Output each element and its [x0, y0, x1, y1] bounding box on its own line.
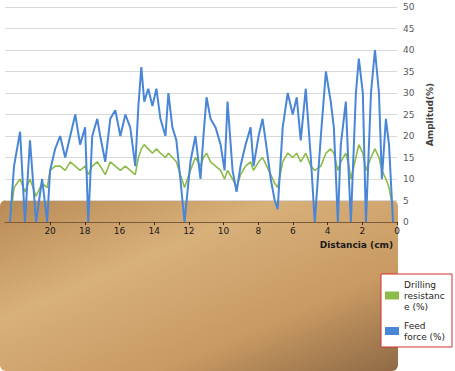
- svg-text:e (%): e (%): [404, 302, 428, 312]
- svg-text:16: 16: [114, 226, 126, 236]
- svg-text:10: 10: [403, 174, 415, 184]
- svg-text:20: 20: [403, 131, 415, 141]
- svg-text:Distancia (cm): Distancia (cm): [320, 240, 393, 250]
- svg-text:20: 20: [44, 226, 56, 236]
- svg-text:12: 12: [183, 226, 194, 236]
- svg-text:45: 45: [403, 24, 414, 34]
- svg-text:0: 0: [394, 226, 400, 236]
- svg-text:15: 15: [403, 153, 414, 163]
- svg-text:10: 10: [218, 226, 230, 236]
- svg-text:35: 35: [403, 67, 414, 77]
- svg-text:Drilling: Drilling: [404, 280, 439, 290]
- svg-text:6: 6: [290, 226, 296, 236]
- svg-text:50: 50: [403, 2, 415, 12]
- svg-text:0: 0: [403, 217, 409, 227]
- svg-text:30: 30: [403, 88, 415, 98]
- svg-text:4: 4: [325, 226, 331, 236]
- svg-text:25: 25: [403, 110, 414, 120]
- svg-text:14: 14: [148, 226, 160, 236]
- svg-text:Feed: Feed: [404, 321, 428, 331]
- svg-text:force (%): force (%): [404, 332, 445, 342]
- svg-text:8: 8: [255, 226, 261, 236]
- svg-text:Amplitud(%): Amplitud(%): [425, 83, 435, 146]
- svg-text:5: 5: [403, 196, 409, 206]
- svg-text:40: 40: [403, 45, 415, 55]
- svg-text:18: 18: [79, 226, 91, 236]
- svg-text:2: 2: [359, 226, 365, 236]
- svg-text:resistanc: resistanc: [404, 291, 445, 301]
